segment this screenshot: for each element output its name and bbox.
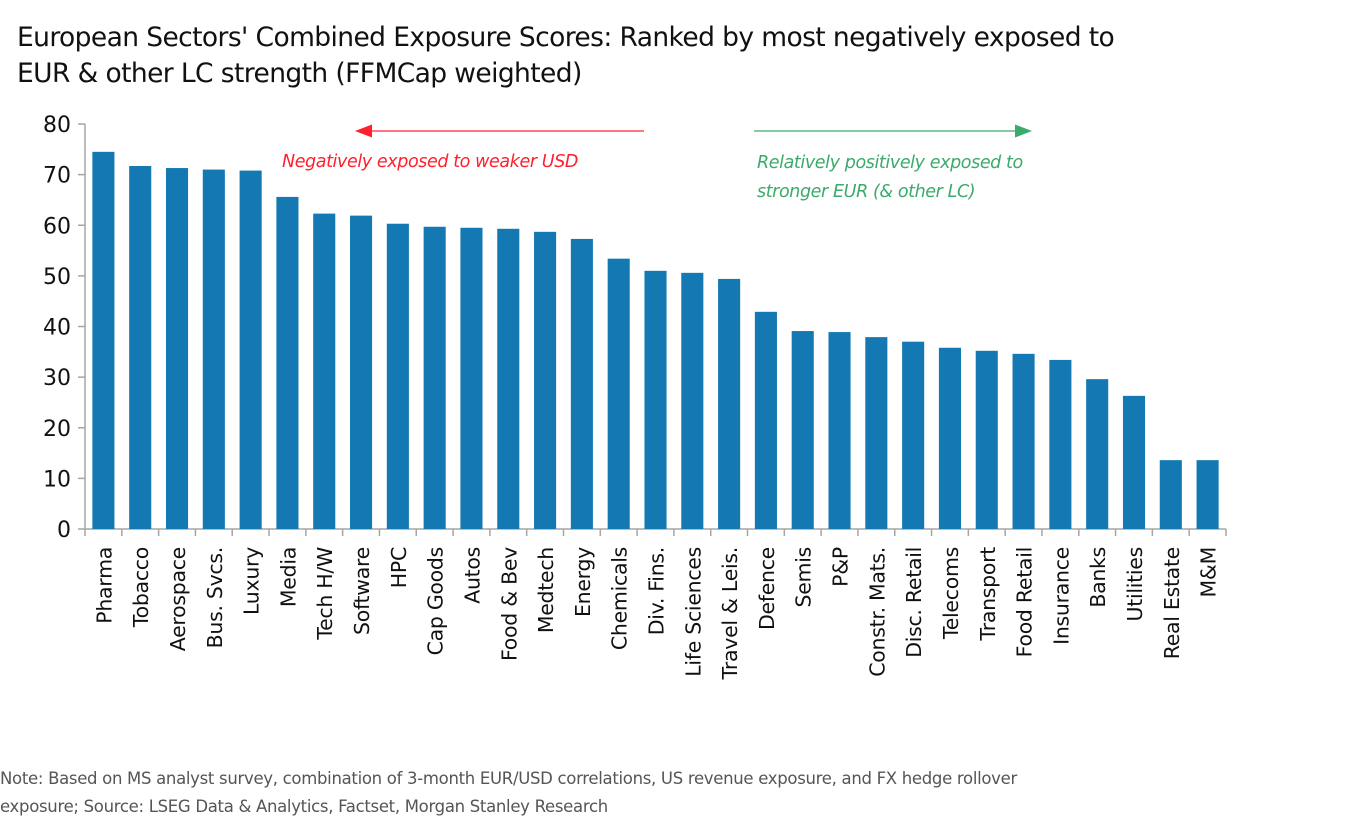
x-tick-label: Food & Bev — [497, 547, 521, 661]
bar — [129, 166, 152, 530]
bars — [92, 151, 1219, 530]
x-tick-label: Banks — [1086, 547, 1110, 608]
bar — [92, 151, 115, 529]
x-tick-label: P&P — [829, 547, 853, 587]
x-tick-label: Autos — [460, 547, 484, 604]
chart-title: European Sectors' Combined Exposure Scor… — [17, 20, 1317, 92]
y-tick-label: 10 — [43, 467, 71, 492]
chart-title-line-2: EUR & other LC strength (FFMCap weighted… — [17, 58, 582, 89]
x-tick-label: Defence — [755, 547, 779, 630]
bar — [534, 231, 557, 530]
x-tick-label: Aerospace — [166, 547, 190, 651]
y-tick-label: 0 — [57, 518, 71, 543]
chart-title-line-1: European Sectors' Combined Exposure Scor… — [17, 22, 1115, 53]
bar — [1086, 379, 1109, 529]
y-axis: 0 10 20 30 40 50 60 70 80 — [43, 113, 86, 543]
bar — [828, 332, 851, 529]
bar — [938, 347, 961, 529]
x-tick-label: Travel & Leis. — [718, 547, 742, 680]
bar — [644, 270, 667, 529]
x-tick-label: Life Sciences — [681, 547, 705, 677]
x-tick-label: M&M — [1197, 547, 1221, 597]
y-tick-label: 20 — [43, 417, 71, 442]
bar — [607, 258, 630, 529]
x-tick-label: Disc. Retail — [902, 547, 926, 658]
x-tick-label: Medtech — [534, 547, 558, 633]
y-tick-label: 60 — [43, 214, 71, 239]
bar — [865, 337, 888, 529]
x-tick-labels: Pharma Tobacco Aerospace Bus. Svcs. Luxury Me… — [92, 547, 1220, 681]
bar — [276, 196, 299, 529]
x-tick-label: Pharma — [92, 547, 116, 624]
bar — [754, 311, 777, 529]
y-tick-label: 70 — [43, 164, 71, 189]
bar — [681, 272, 704, 529]
x-tick-label: Tobacco — [129, 547, 153, 628]
x-axis — [84, 528, 1227, 536]
bar — [1196, 460, 1219, 529]
bar — [239, 170, 262, 529]
x-tick-label: Telecoms — [939, 547, 963, 640]
annotations: Negatively exposed to weaker USD Relativ… — [282, 124, 1032, 202]
x-tick-label: HPC — [387, 547, 411, 588]
x-tick-label: Tech H/W — [313, 547, 337, 641]
x-tick-label: Div. Fins. — [645, 547, 669, 635]
bar — [313, 213, 336, 529]
positive-annotation: Relatively positively exposed to stronge… — [754, 124, 1032, 202]
chart-footnote: Note: Based on MS analyst survey, combin… — [0, 765, 1017, 821]
bar — [202, 169, 225, 529]
bar-chart: 0 10 20 30 40 50 60 70 80 Pharma Tobacco Aerospace… — [43, 113, 1227, 681]
bar — [975, 350, 998, 529]
bar — [1122, 395, 1146, 529]
positive-annotation-text-line-2: stronger EUR (& other LC) — [757, 182, 975, 202]
bar — [718, 278, 741, 529]
bar — [497, 228, 520, 529]
x-tick-label: Software — [350, 547, 374, 635]
x-tick-label: Bus. Svcs. — [203, 547, 227, 648]
x-tick-label: Cap Goods — [424, 547, 448, 655]
bar — [350, 215, 373, 529]
x-tick-label: Constr. Mats. — [865, 547, 889, 677]
positive-annotation-text-line-1: Relatively positively exposed to — [757, 153, 1023, 173]
bar — [423, 226, 446, 530]
x-tick-label: Media — [276, 547, 300, 607]
bar — [1049, 359, 1072, 529]
x-tick-label: Insurance — [1049, 547, 1073, 645]
bar — [165, 168, 189, 529]
bar — [902, 341, 925, 529]
x-tick-label: Real Estate — [1160, 547, 1184, 659]
y-tick-label: 30 — [43, 366, 71, 391]
x-tick-label: Transport — [976, 547, 1000, 642]
negative-annotation: Negatively exposed to weaker USD — [282, 124, 644, 172]
x-tick-label: Chemicals — [608, 547, 632, 650]
x-tick-label: Semis — [792, 547, 816, 607]
negative-annotation-text: Negatively exposed to weaker USD — [282, 152, 578, 172]
negative-arrow-head — [355, 124, 372, 138]
bar — [460, 227, 483, 529]
y-tick-label: 80 — [43, 113, 71, 138]
x-tick-label: Luxury — [240, 547, 264, 615]
bar — [791, 331, 814, 529]
positive-arrow-head — [1015, 124, 1032, 138]
bar — [386, 223, 409, 529]
x-tick-label: Energy — [571, 547, 595, 617]
footnote-line-1: Note: Based on MS analyst survey, combin… — [0, 769, 1017, 788]
bar — [1159, 460, 1182, 529]
x-tick-label: Utilities — [1123, 547, 1147, 621]
bar — [1012, 353, 1035, 529]
x-tick-label: Food Retail — [1013, 547, 1037, 657]
y-tick-label: 50 — [43, 265, 71, 290]
y-tick-label: 40 — [43, 316, 71, 341]
bar — [570, 238, 593, 529]
footnote-line-2: exposure; Source: LSEG Data & Analytics,… — [0, 797, 608, 816]
